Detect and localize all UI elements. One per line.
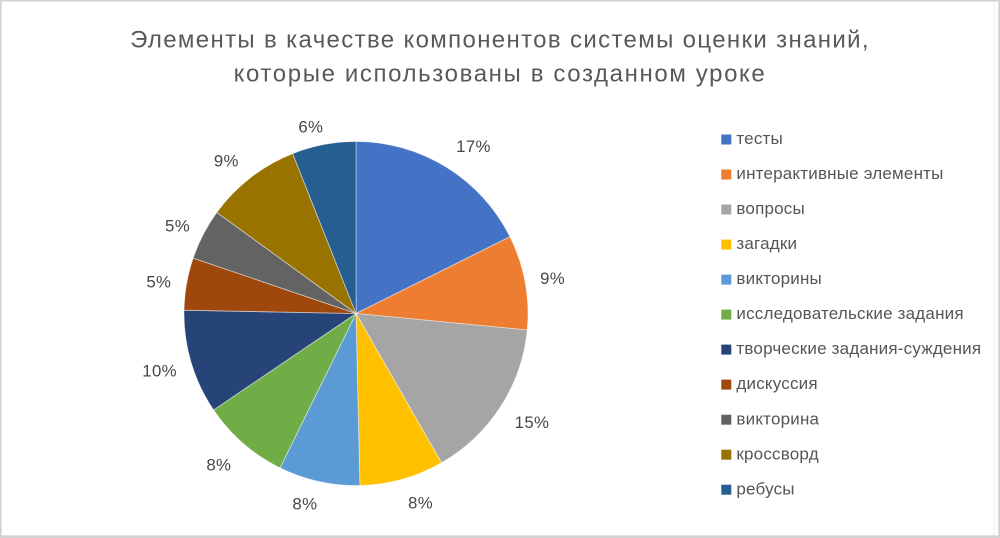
svg-text:творческие задания-суждения: творческие задания-суждения	[736, 339, 981, 358]
svg-text:6%: 6%	[298, 118, 323, 137]
svg-text:8%: 8%	[408, 494, 433, 513]
svg-text:дискуссия: дискуссия	[736, 374, 817, 393]
svg-text:тесты: тесты	[736, 129, 783, 148]
svg-text:интерактивные элементы: интерактивные элементы	[736, 164, 943, 183]
svg-text:исследовательские задания: исследовательские задания	[736, 304, 963, 323]
svg-text:5%: 5%	[146, 273, 171, 292]
svg-text:Элементы в качестве компоненто: Элементы в качестве компонентов системы …	[130, 27, 870, 54]
svg-text:загадки: загадки	[736, 234, 797, 253]
svg-text:викторина: викторина	[736, 409, 819, 428]
svg-text:5%: 5%	[165, 217, 190, 236]
svg-text:8%: 8%	[292, 495, 317, 514]
svg-text:17%: 17%	[456, 137, 491, 156]
svg-text:8%: 8%	[206, 456, 231, 475]
svg-text:ребусы: ребусы	[736, 479, 794, 498]
svg-text:15%: 15%	[515, 413, 550, 432]
svg-text:вопросы: вопросы	[736, 199, 805, 218]
svg-text:викторины: викторины	[736, 269, 822, 288]
svg-text:9%: 9%	[214, 152, 239, 171]
svg-text:10%: 10%	[142, 362, 177, 381]
svg-text:которые использованы в созданн: которые использованы в созданном уроке	[234, 60, 767, 87]
svg-text:9%: 9%	[540, 269, 565, 288]
svg-text:кроссворд: кроссворд	[736, 444, 818, 463]
